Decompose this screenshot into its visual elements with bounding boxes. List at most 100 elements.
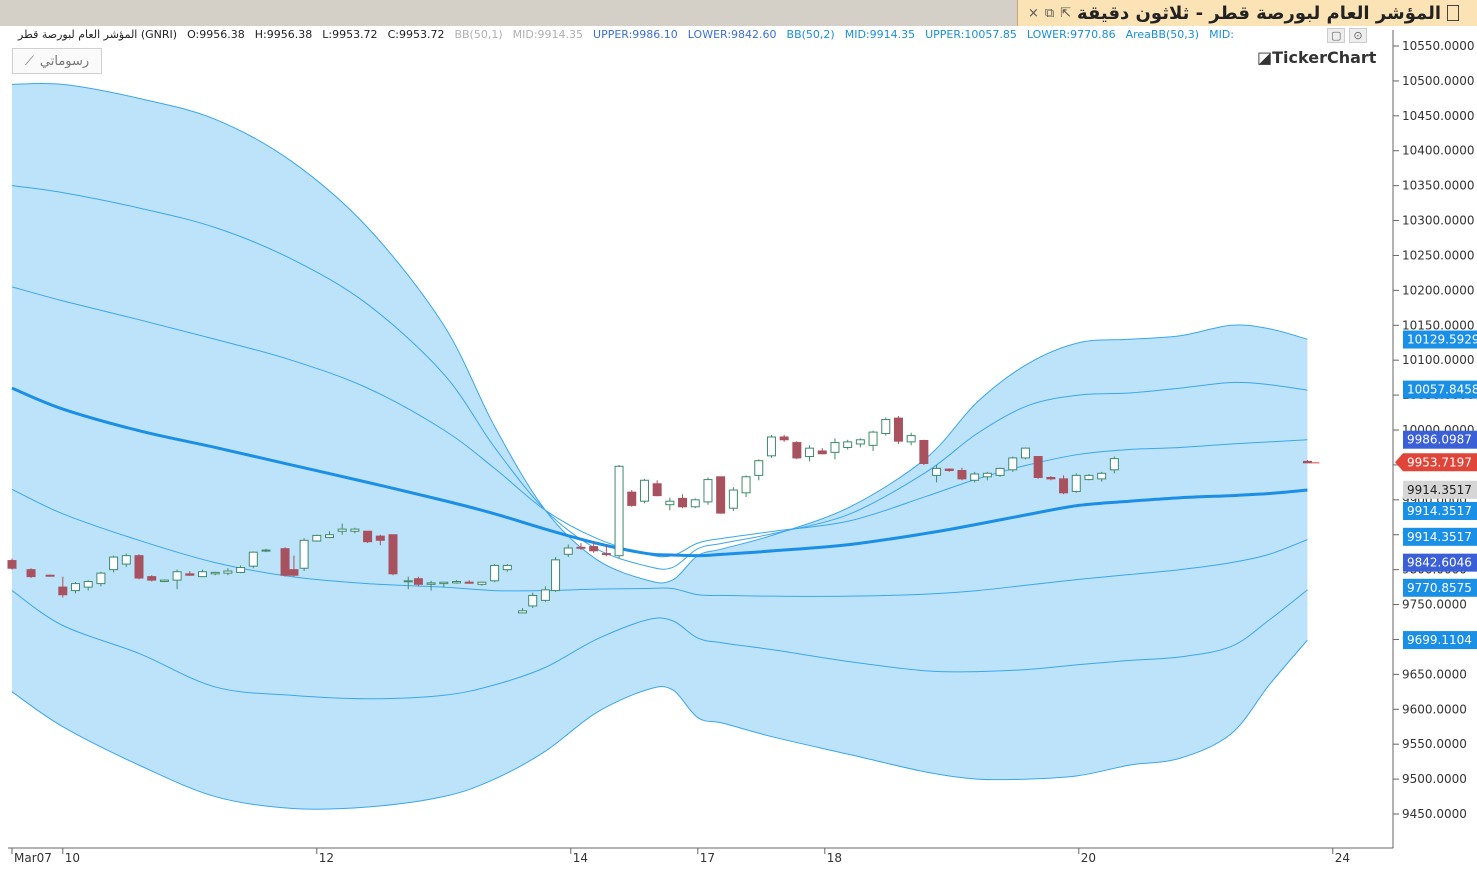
- window-tab[interactable]: × ⧉ ⇱ المؤشر العام لبورصة قطر - ثلاثون د…: [1016, 0, 1477, 26]
- candle: [652, 480, 662, 497]
- price-tag-box: [1403, 553, 1477, 572]
- bb2-mid: MID:9914.35: [844, 28, 916, 41]
- candle: [1097, 471, 1107, 482]
- candle-body: [280, 548, 290, 576]
- low-value: L:9953.72: [322, 28, 378, 41]
- candle: [855, 438, 865, 448]
- candle: [906, 432, 916, 446]
- candle-body: [185, 573, 195, 576]
- candle-body: [982, 472, 992, 478]
- y-tick-label: 9450.0000: [1402, 807, 1467, 821]
- candle: [439, 581, 449, 588]
- candle: [754, 459, 764, 481]
- price-tag-label: 9842.6046: [1407, 556, 1472, 570]
- candle: [45, 574, 55, 577]
- chart-area[interactable]: 10550.0000 10500.0000 10450.0000 10400.0000…: [0, 26, 1477, 871]
- detach-icon[interactable]: ⇱: [1060, 5, 1072, 21]
- band-upper-1: [11, 286, 1308, 558]
- candle-body: [1302, 460, 1312, 464]
- candle-body: [289, 569, 299, 576]
- candle-body: [388, 534, 398, 575]
- candle-body: [995, 467, 1005, 476]
- candle-body: [403, 580, 413, 583]
- candle-body: [121, 555, 131, 565]
- price-tag-box: [1403, 578, 1477, 597]
- window-icon: [1447, 5, 1459, 21]
- price-tag-label: 10129.5929: [1407, 333, 1477, 347]
- price-tag-box: [1403, 631, 1477, 650]
- candle-body: [754, 460, 764, 476]
- candle-body: [652, 483, 662, 497]
- bollinger-bands: [11, 82, 1308, 810]
- candle-body: [223, 570, 233, 574]
- candle-body: [792, 442, 802, 459]
- candle: [1033, 456, 1043, 479]
- candle-body: [312, 534, 322, 542]
- x-tick-label: 20: [1081, 851, 1096, 865]
- candle: [792, 441, 802, 460]
- candle: [540, 586, 550, 602]
- candle-body: [665, 500, 675, 506]
- candle: [363, 530, 373, 544]
- candle: [289, 555, 299, 577]
- maximize-icon[interactable]: ▢: [1327, 28, 1346, 43]
- candle-body: [919, 439, 929, 465]
- candle: [881, 417, 891, 436]
- candle-body: [198, 571, 207, 578]
- candle: [589, 541, 599, 553]
- price-tag-box: [1403, 501, 1477, 520]
- y-tick-label: 10450.0000: [1402, 109, 1475, 123]
- candle-body: [1033, 456, 1043, 478]
- bb1-name[interactable]: BB(50,1): [454, 28, 503, 41]
- bb3-name[interactable]: AreaBB(50,3): [1125, 28, 1200, 41]
- settings-icon[interactable]: ⊙: [1349, 28, 1367, 43]
- candle-body: [134, 555, 144, 579]
- candle: [58, 576, 68, 598]
- y-tick-label: 9600.0000: [1402, 702, 1467, 716]
- price-tag: 10057.8458: [1403, 380, 1477, 399]
- candle: [919, 439, 929, 465]
- candle: [248, 551, 258, 569]
- price-tag: 10129.5929: [1403, 330, 1477, 349]
- candle-body: [147, 576, 157, 581]
- candle: [7, 558, 17, 570]
- bb2-name[interactable]: BB(50,2): [786, 28, 835, 41]
- candle: [502, 564, 512, 572]
- candle-body: [944, 468, 954, 471]
- close-value: C:9953.72: [387, 28, 445, 41]
- high-value: H:9956.38: [254, 28, 313, 41]
- candle: [96, 571, 106, 587]
- candle-body: [703, 479, 713, 503]
- candle: [1008, 456, 1018, 472]
- drawings-button[interactable]: ⟋ رسوماتي: [12, 48, 102, 74]
- candle-body: [551, 559, 561, 592]
- candle-body: [58, 586, 68, 596]
- price-tag-label: 9953.7197: [1407, 455, 1472, 469]
- x-tick-label: 18: [827, 851, 842, 865]
- price-tag: 9914.3517: [1403, 480, 1477, 499]
- candle-body: [518, 610, 528, 614]
- x-tick-label: 17: [700, 851, 715, 865]
- close-icon[interactable]: ×: [1027, 5, 1039, 21]
- bb2-lower: LOWER:9770.86: [1026, 28, 1116, 41]
- candle: [690, 498, 700, 509]
- candlestick-chart[interactable]: 10550.0000 10500.0000 10450.0000 10400.0000…: [0, 26, 1477, 871]
- candle-body: [601, 553, 611, 556]
- candle: [26, 568, 36, 579]
- panel-controls: ▢ ⊙: [1327, 28, 1367, 43]
- price-tag-label: 10057.8458: [1407, 383, 1477, 397]
- y-tick-label: 10350.0000: [1402, 179, 1475, 193]
- bb1-mid: MID:9914.35: [512, 28, 584, 41]
- candle-body: [83, 581, 93, 588]
- candle: [172, 569, 182, 590]
- y-tick-label: 9550.0000: [1402, 737, 1467, 751]
- price-tags: 10129.5929 10057.8458 9986.0987 9953.7197 99…: [1395, 330, 1477, 650]
- candle-body: [690, 499, 700, 508]
- candle: [843, 439, 853, 450]
- candle: [703, 477, 713, 505]
- candle-body: [96, 572, 106, 585]
- ohlc-info-bar: المؤشر العام لبورصة قطر (GNRI) O:9956.38…: [18, 28, 1234, 41]
- price-tag-label: 9986.0987: [1407, 433, 1472, 447]
- restore-icon[interactable]: ⧉: [1044, 5, 1055, 21]
- candle-body: [957, 469, 967, 480]
